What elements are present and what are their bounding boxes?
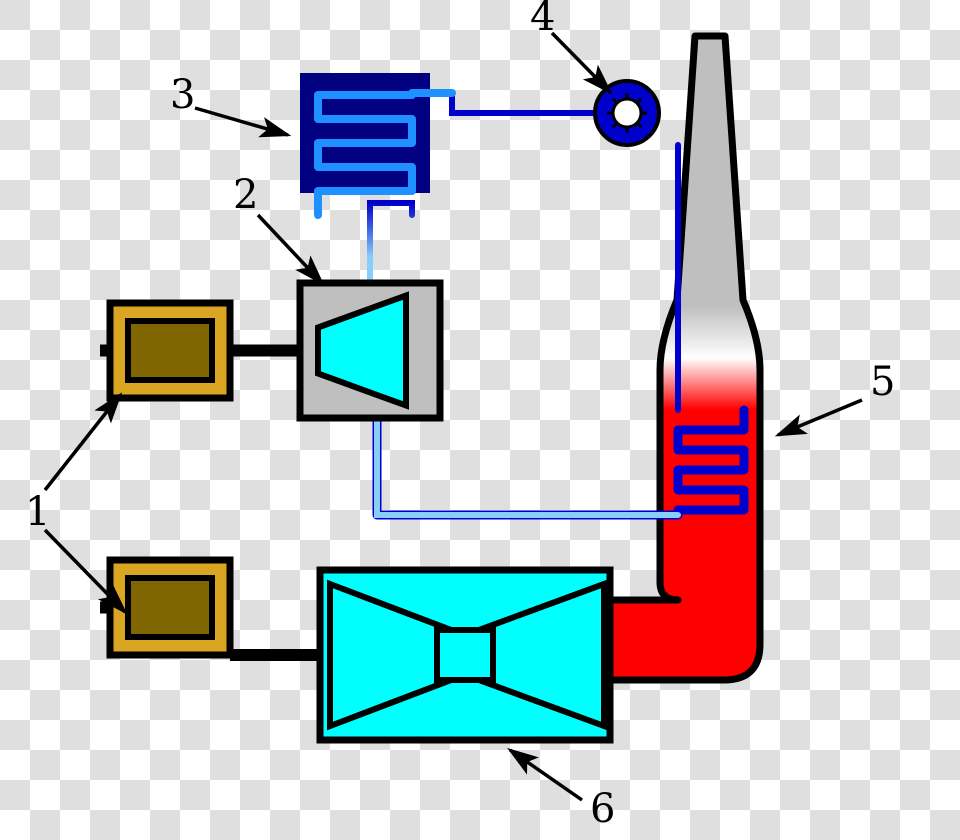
label-1: 1 [25,489,50,535]
steam-turbine-shaft [230,345,300,357]
gen-bottom-core [128,578,212,637]
pump-hub [613,99,641,127]
label-3: 3 [170,72,195,118]
gas-turbine-shaft [230,649,320,661]
gen-top-core [128,321,212,380]
gen-top-stub [100,345,110,357]
label-5: 5 [870,359,895,405]
label-2: 2 [233,172,258,218]
gen-bottom-stub [100,602,110,614]
label-6: 6 [590,786,615,832]
gt-core [437,630,493,680]
